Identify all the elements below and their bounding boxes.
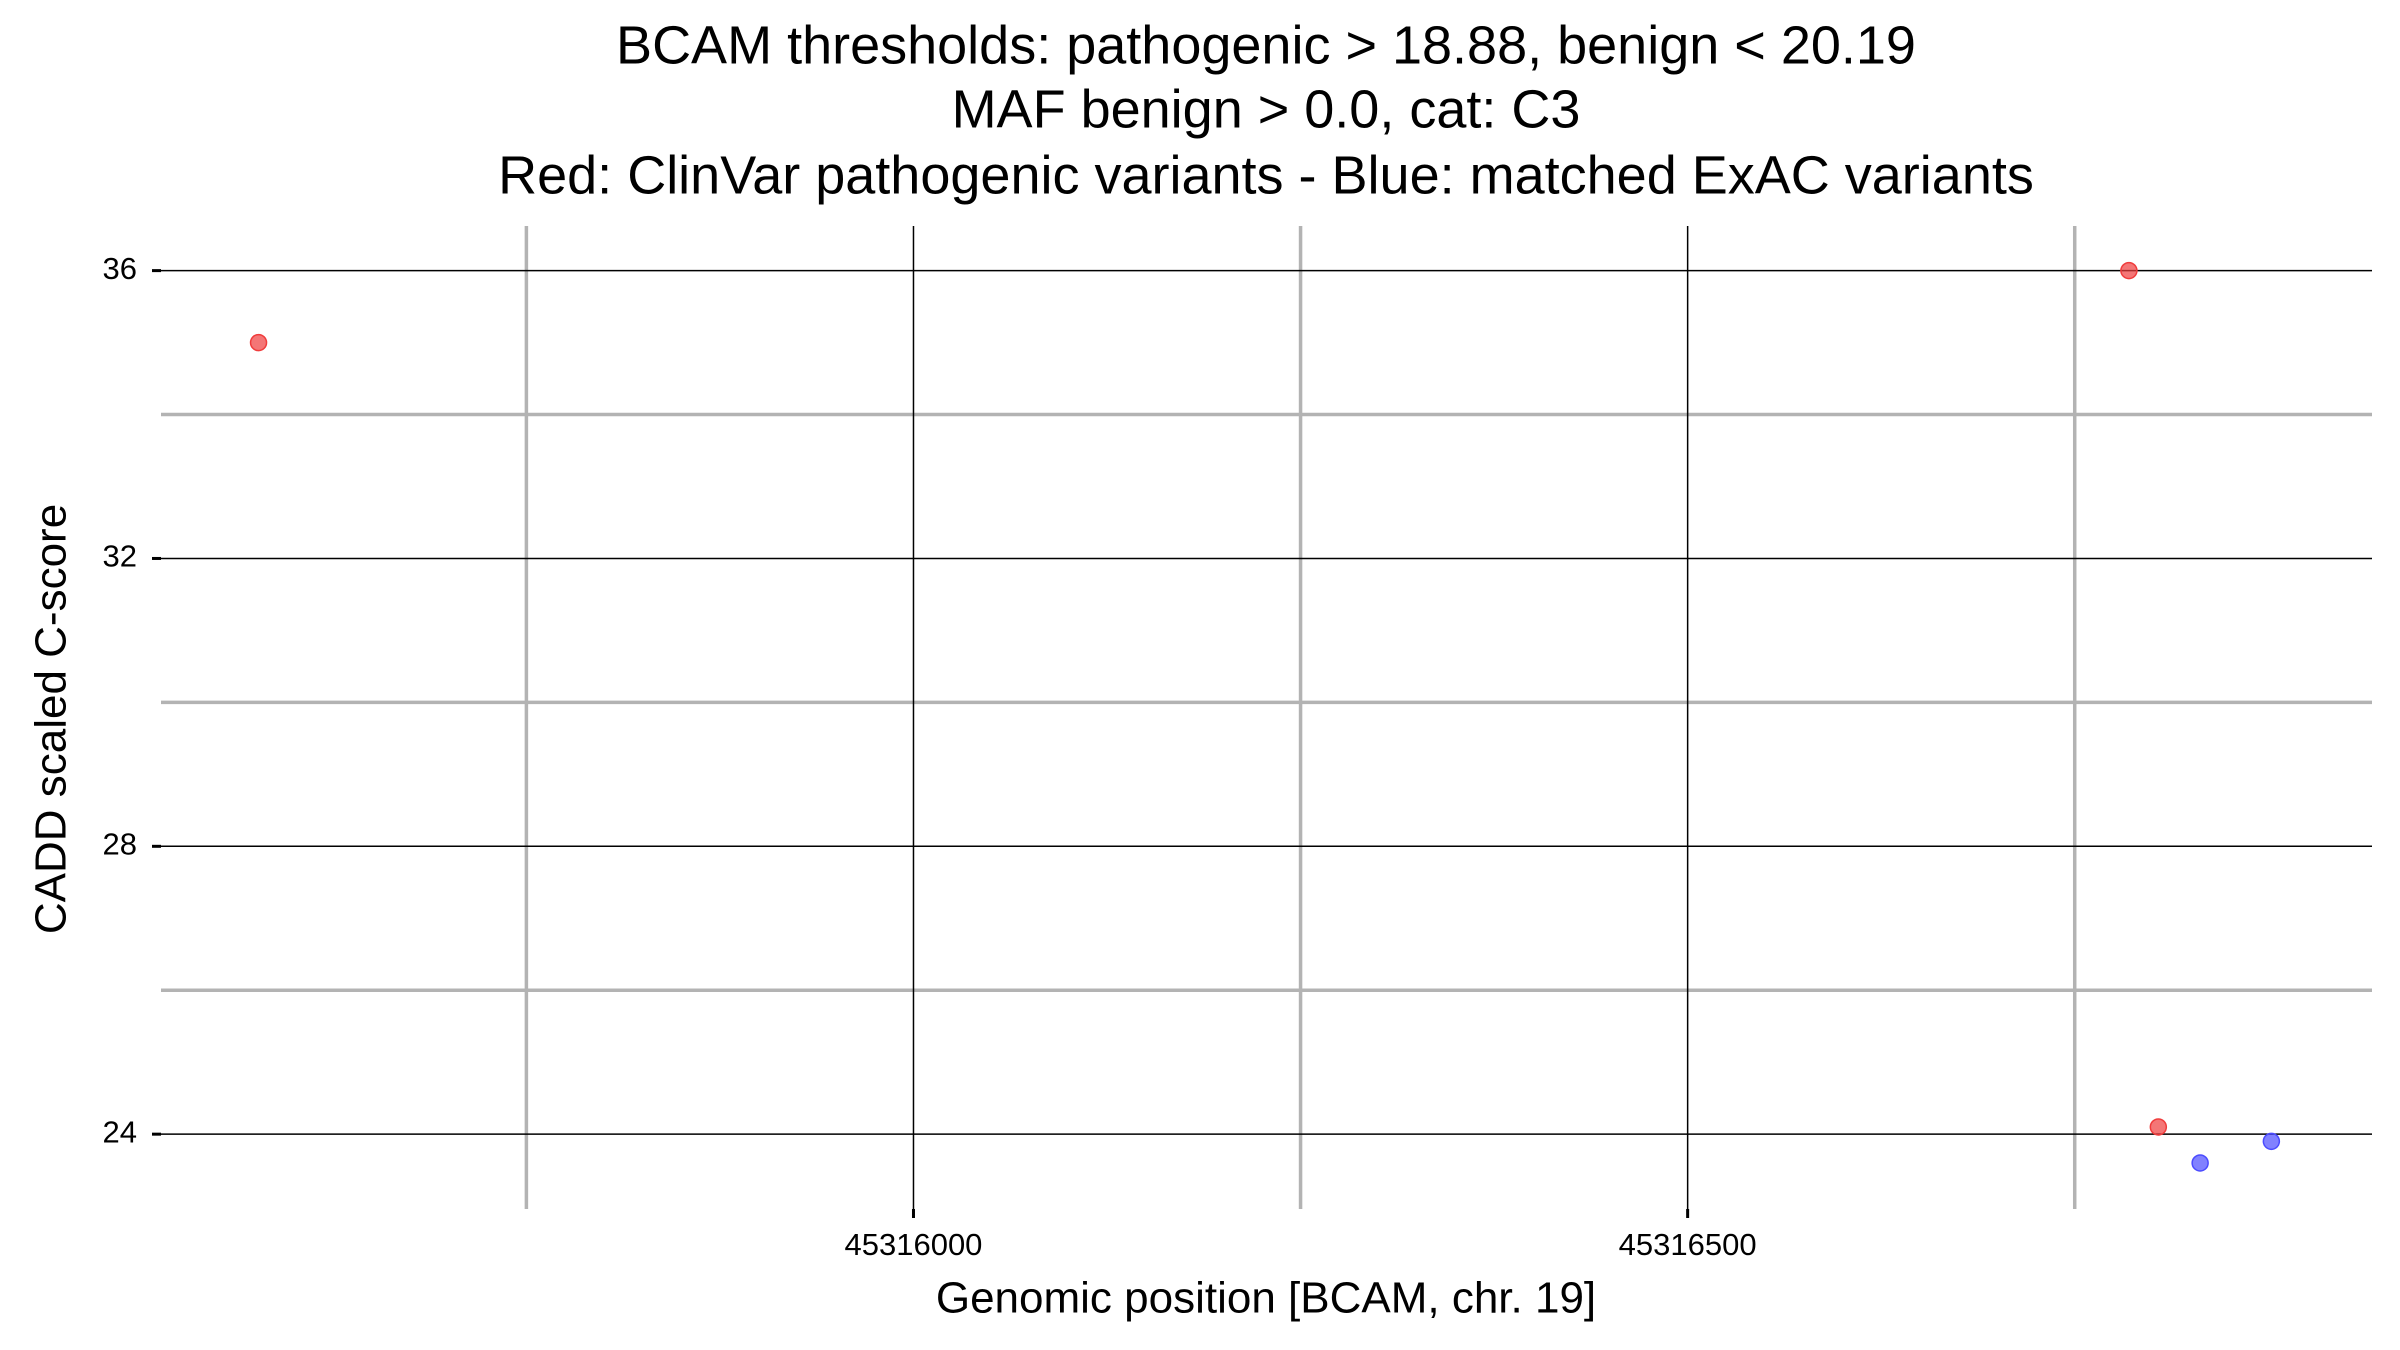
y-axis-label: CADD scaled C-score	[27, 504, 76, 934]
chart-subtitle: MAF benign > 0.0, cat: C3	[952, 79, 1581, 139]
point	[2262, 1132, 2281, 1151]
x-tick-label: 45316000	[845, 1227, 983, 1262]
y-tick-label: 24	[103, 1114, 137, 1149]
chart-subtitle: Red: ClinVar pathogenic variants - Blue:…	[498, 145, 2034, 205]
y-tick-label: 32	[103, 539, 137, 574]
chart-title: BCAM thresholds: pathogenic > 18.88, ben…	[616, 15, 1916, 75]
y-tick-label: 36	[103, 251, 137, 286]
point	[249, 333, 268, 352]
y-tick-label: 28	[103, 826, 137, 861]
point	[2149, 1118, 2168, 1136]
x-axis-label: Genomic position [BCAM, chr. 19]	[936, 1274, 1596, 1323]
point	[2120, 261, 2138, 280]
x-tick-label: 45316500	[1619, 1227, 1757, 1262]
point	[2191, 1154, 2209, 1172]
